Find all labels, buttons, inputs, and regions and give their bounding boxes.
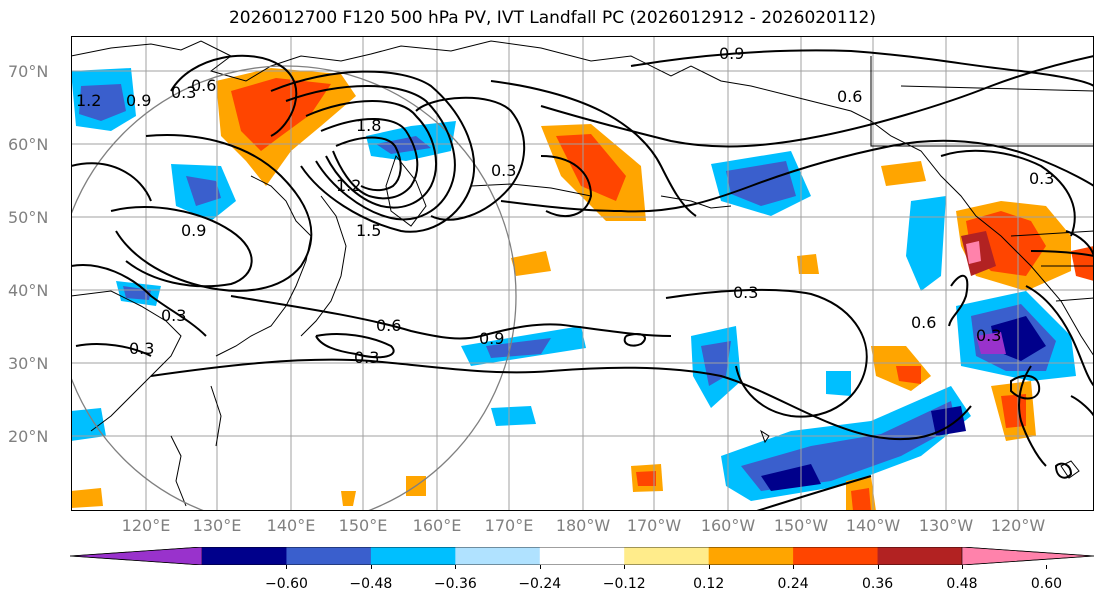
colorbar-tick-mark <box>624 565 626 569</box>
colorbar-segment <box>624 547 710 565</box>
colorbar-tick-label: 0.60 <box>1030 576 1063 592</box>
radius-circle <box>71 65 517 511</box>
contour-label: 0.3 <box>1029 169 1054 188</box>
contour-label: 0.9 <box>181 221 206 240</box>
contour-label: 1.5 <box>356 221 381 240</box>
graticule <box>71 36 1094 511</box>
lon-label: 160°E <box>412 516 462 535</box>
contour-label: 0.3 <box>976 326 1001 345</box>
contour-label: 0.6 <box>191 76 216 95</box>
colorbar-tick-mark <box>370 565 372 569</box>
contour-label: 1.8 <box>356 116 381 135</box>
lon-label: 150°E <box>338 516 388 535</box>
contour-label: 0.6 <box>376 316 401 335</box>
lat-label: 70°N <box>8 62 49 81</box>
colorbar-extension-min <box>70 547 203 565</box>
contour-label: 1.2 <box>76 91 101 110</box>
lat-label: 30°N <box>8 354 49 373</box>
contour-label: 0.3 <box>129 339 154 358</box>
lon-label: 120°W <box>990 516 1046 535</box>
lon-label: 170°E <box>484 516 534 535</box>
map-panel[interactable]: 0.9 0.6 0.3 1.8 1.5 1.2 0.9 0.3 0.6 0.3 … <box>71 36 1094 511</box>
lat-label: 20°N <box>8 427 49 446</box>
colorbar-segment <box>370 547 456 565</box>
contour-label: 0.3 <box>161 306 186 325</box>
lon-label: 140°W <box>845 516 901 535</box>
colorbar-segment <box>793 547 879 565</box>
contour-label: 1.2 <box>336 176 361 195</box>
colorbar-segment <box>708 547 794 565</box>
positive-anomaly-shading <box>71 68 1094 511</box>
lon-label: 140°E <box>266 516 316 535</box>
colorbar-tick-label: −0.12 <box>602 576 646 592</box>
chart-title: 2026012700 F120 500 hPa PV, IVT Landfall… <box>228 8 876 28</box>
contour-label: 0.9 <box>479 329 504 348</box>
colorbar-tick-mark <box>708 565 710 569</box>
colorbar-tick-label: 0.36 <box>861 576 894 592</box>
lon-label: 180°W <box>555 516 611 535</box>
colorbar-tick-mark <box>1046 565 1048 569</box>
contour-label: 0.9 <box>126 91 151 110</box>
contour-labels: 0.9 0.6 0.3 1.8 1.5 1.2 0.9 0.3 0.6 0.3 … <box>76 44 1054 367</box>
contour-label: 0.3 <box>354 348 379 367</box>
colorbar-tick-label: −0.60 <box>264 576 308 592</box>
colorbar-tick-mark <box>877 565 879 569</box>
colorbar <box>70 547 1094 565</box>
colorbar-tick-mark <box>455 565 457 569</box>
contour-label: 0.3 <box>491 161 516 180</box>
lon-label: 120°E <box>121 516 171 535</box>
colorbar-segment <box>539 547 625 565</box>
contour-label: 0.6 <box>911 313 936 332</box>
colorbar-tick-label: −0.36 <box>433 576 477 592</box>
colorbar-tick-label: −0.48 <box>349 576 393 592</box>
lat-label: 40°N <box>8 281 49 300</box>
colorbar-segment <box>877 547 963 565</box>
colorbar-extension-max <box>961 547 1094 565</box>
colorbar-tick-mark <box>793 565 795 569</box>
colorbar-segment <box>286 547 372 565</box>
lon-label: 130°E <box>192 516 242 535</box>
contour-label: 0.6 <box>837 87 862 106</box>
colorbar-tick-label: 0.12 <box>693 576 725 592</box>
colorbar-tick-label: −0.24 <box>518 576 562 592</box>
colorbar-segment <box>202 547 287 565</box>
contour-label: 0.3 <box>171 83 196 102</box>
lon-label: 150°W <box>773 516 829 535</box>
colorbar-tick-label: 0.48 <box>946 576 978 592</box>
contour-label: 0.3 <box>733 283 758 302</box>
coastlines <box>71 40 1094 507</box>
colorbar-tick-mark <box>286 565 288 569</box>
lat-label: 60°N <box>8 135 49 154</box>
lon-label: 130°W <box>918 516 974 535</box>
colorbar-tick-mark <box>539 565 541 569</box>
contour-label: 0.9 <box>719 44 744 63</box>
colorbar-tick-label: 0.24 <box>777 576 809 592</box>
lon-label: 160°W <box>700 516 756 535</box>
colorbar-segment <box>455 547 541 565</box>
map-canvas: 0.9 0.6 0.3 1.8 1.5 1.2 0.9 0.3 0.6 0.3 … <box>71 36 1094 511</box>
negative-anomaly-shading <box>71 68 1076 501</box>
lon-label: 170°W <box>626 516 682 535</box>
lat-label: 50°N <box>8 208 49 227</box>
colorbar-tick-mark <box>962 565 963 569</box>
